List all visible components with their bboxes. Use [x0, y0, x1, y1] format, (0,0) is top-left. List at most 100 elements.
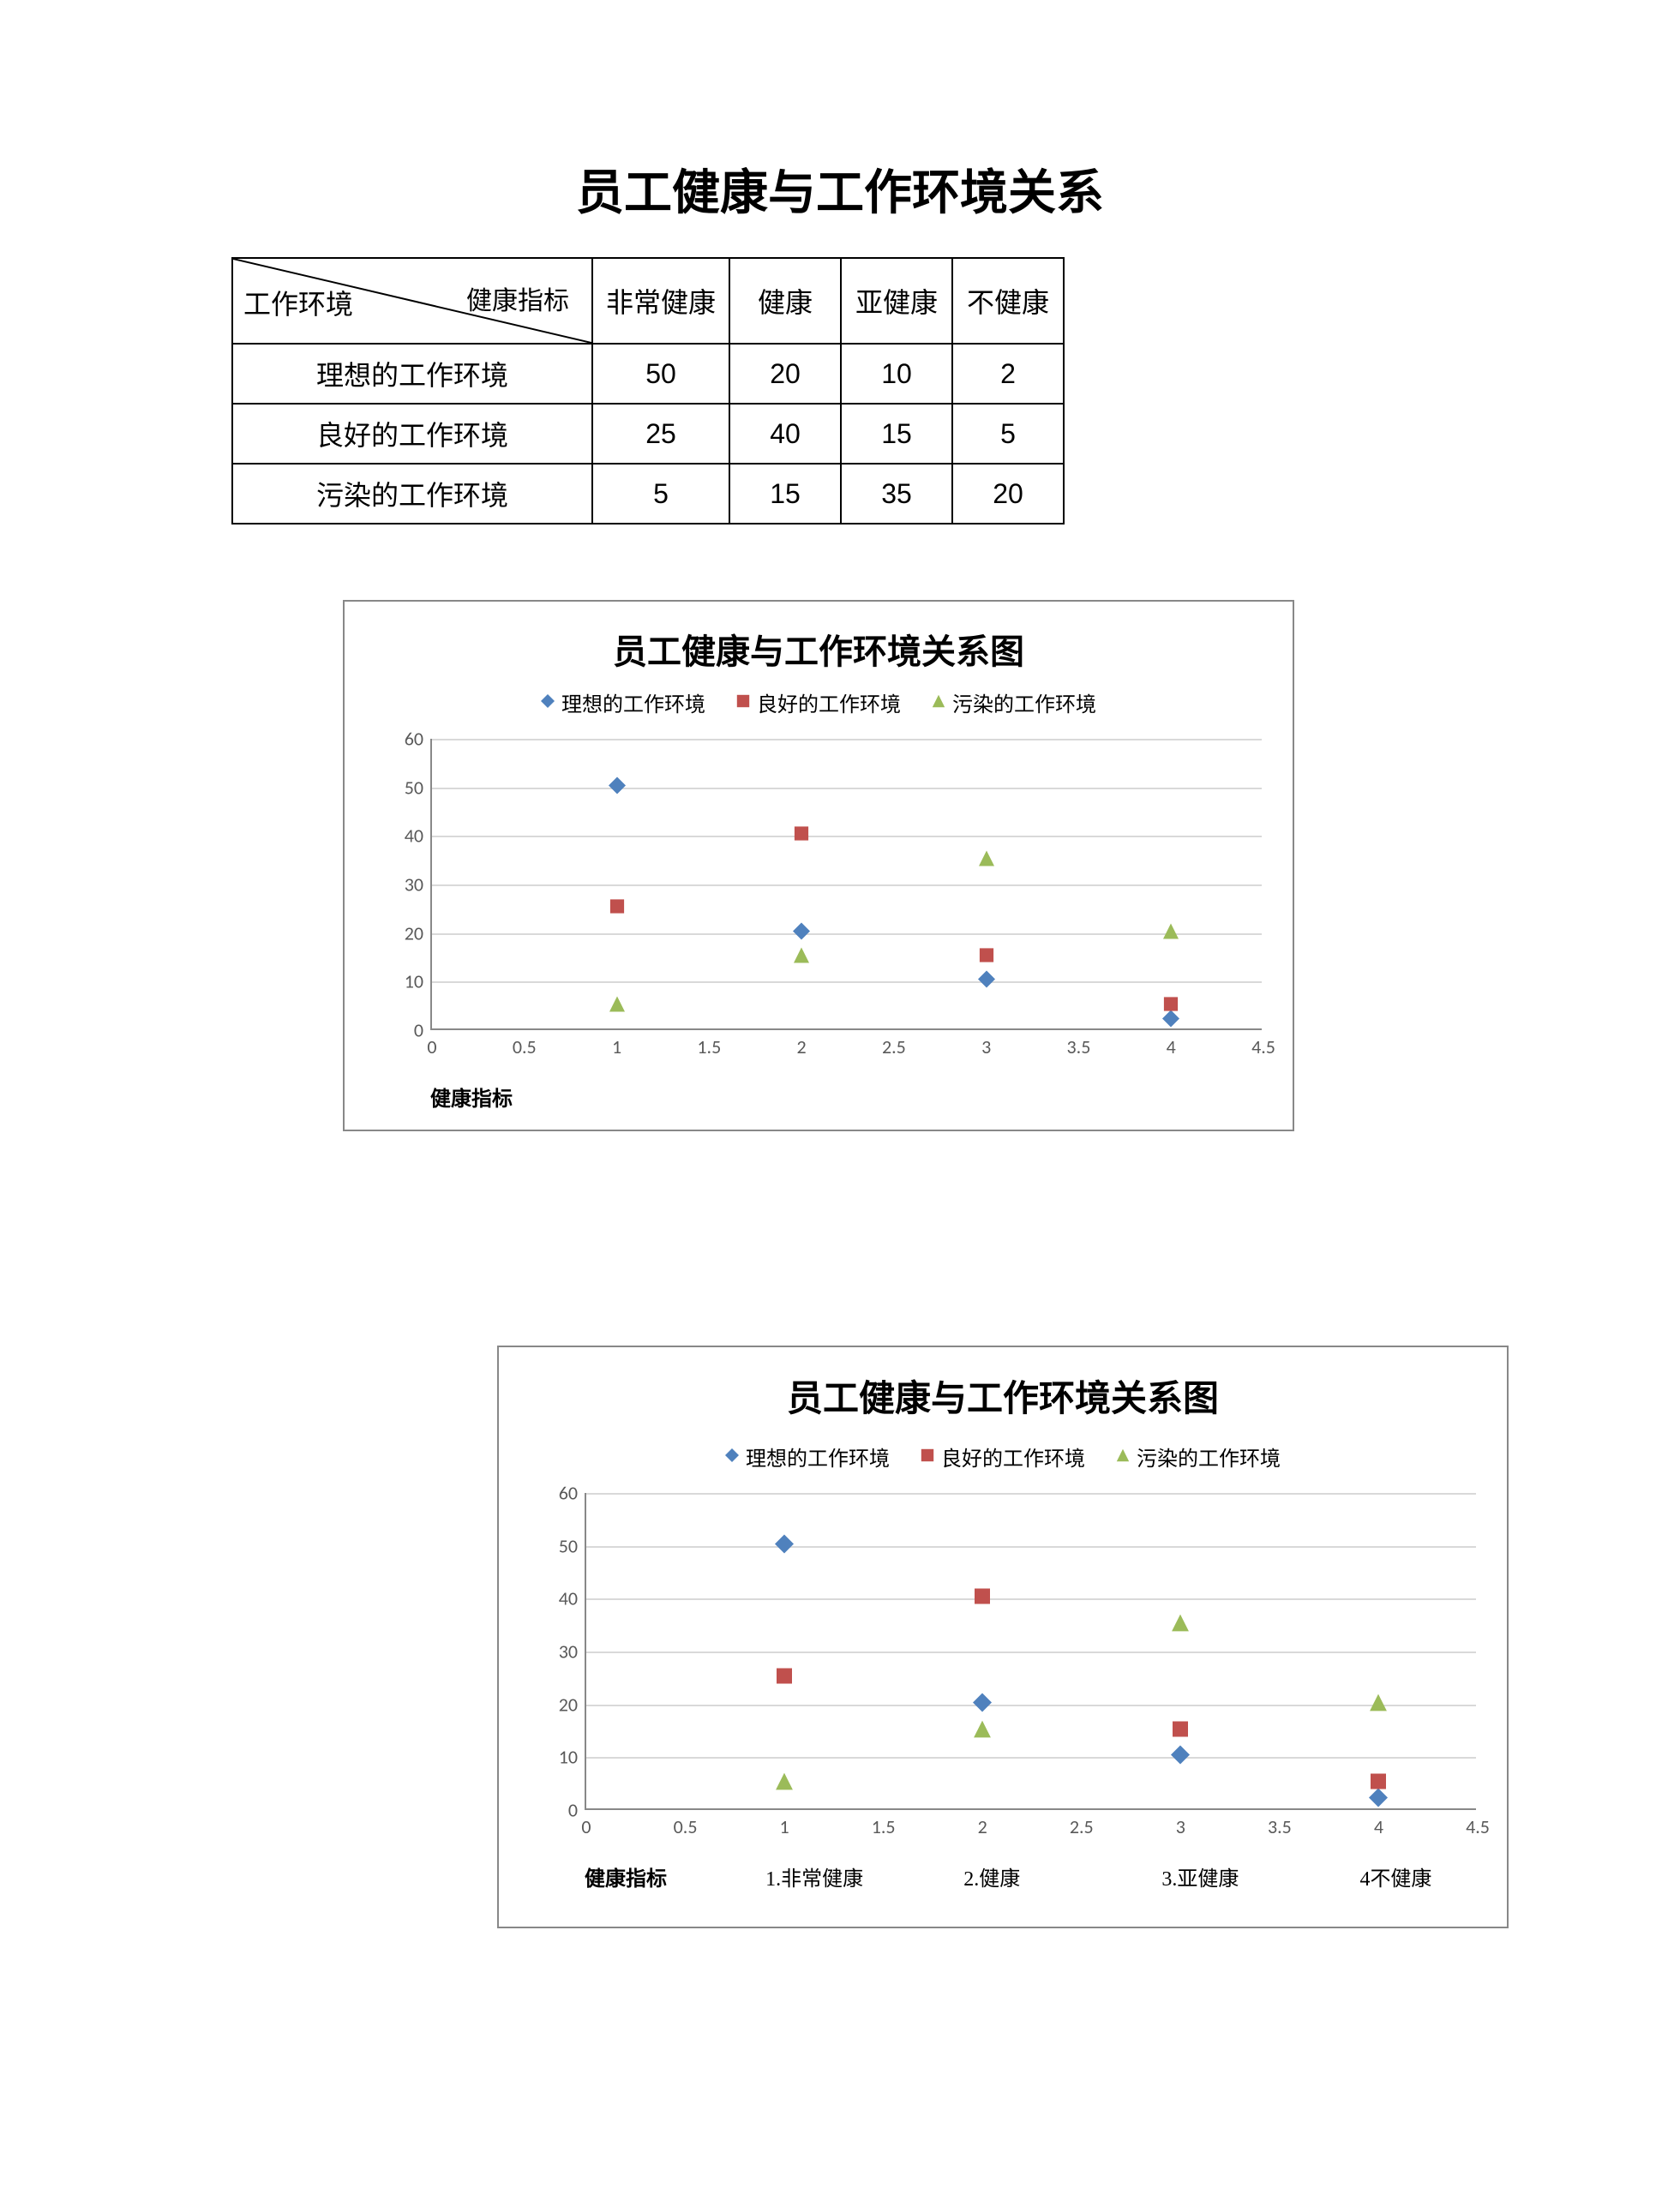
- x-tick-label: 4.5: [1251, 1028, 1275, 1058]
- legend-item: 良好的工作环境: [736, 687, 901, 717]
- legend-label: 理想的工作环境: [561, 687, 705, 717]
- table-cell: 35: [841, 464, 952, 524]
- legend-item: 污染的工作环境: [932, 687, 1096, 717]
- data-point: [973, 1693, 992, 1716]
- col-header: 非常健康: [592, 258, 729, 344]
- table-cell: 15: [729, 464, 841, 524]
- legend-item: 理想的工作环境: [725, 1442, 890, 1472]
- data-point: [609, 995, 626, 1016]
- legend-label: 理想的工作环境: [746, 1442, 890, 1472]
- data-point: [1370, 1773, 1387, 1795]
- x-tick-label: 4: [1167, 1028, 1176, 1058]
- row-header: 良好的工作环境: [232, 404, 592, 464]
- table-row: 污染的工作环境 5 15 35 20: [232, 464, 1064, 524]
- y-tick-label: 40: [405, 824, 432, 848]
- x-tick-label: 0.5: [513, 1028, 537, 1058]
- gridline: [586, 1493, 1476, 1495]
- table-cell: 5: [952, 404, 1064, 464]
- y-tick-label: 10: [405, 970, 432, 993]
- y-tick-label: 60: [559, 1482, 586, 1505]
- col-header: 不健康: [952, 258, 1064, 344]
- data-point: [1171, 1746, 1190, 1769]
- gridline: [432, 788, 1262, 789]
- gridline: [432, 739, 1262, 740]
- x-tick-label: 1: [780, 1808, 789, 1838]
- data-point: [1171, 1614, 1190, 1637]
- legend-item: 良好的工作环境: [921, 1442, 1085, 1472]
- x-tick-label: 2: [978, 1808, 987, 1838]
- legend-label: 良好的工作环境: [941, 1442, 1085, 1472]
- data-point: [978, 849, 995, 871]
- page-title: 员工健康与工作环境关系: [0, 154, 1680, 224]
- x-tick-label: 1.5: [872, 1808, 896, 1838]
- x-tick-label: 3: [981, 1028, 991, 1058]
- y-tick-label: 50: [405, 776, 432, 799]
- x-tick-label: 2.5: [882, 1028, 906, 1058]
- data-point: [979, 948, 994, 968]
- y-tick-label: 30: [405, 873, 432, 896]
- x-tick-label: 0: [427, 1028, 436, 1058]
- gridline: [432, 981, 1262, 983]
- y-tick-label: 10: [559, 1746, 586, 1769]
- y-tick-label: 30: [559, 1640, 586, 1663]
- data-table: 工作环境 健康指标 非常健康 健康 亚健康 不健康 理想的工作环境 50 20 …: [231, 257, 1065, 525]
- gridline: [432, 933, 1262, 935]
- table-cell: 5: [592, 464, 729, 524]
- table-corner-cell: 工作环境 健康指标: [232, 258, 592, 344]
- gridline: [586, 1598, 1476, 1600]
- chart-title: 员工健康与工作环境关系图: [345, 624, 1293, 674]
- x-tick-label: 1.5: [697, 1028, 721, 1058]
- gridline: [432, 836, 1262, 837]
- data-point: [793, 922, 810, 944]
- gridline: [586, 1546, 1476, 1548]
- chart-legend: 理想的工作环境 良好的工作环境 污染的工作环境: [499, 1442, 1507, 1472]
- x-tick-label: 1: [612, 1028, 621, 1058]
- y-tick-label: 20: [405, 921, 432, 944]
- x-axis-label: 健康指标: [430, 1082, 513, 1112]
- gridline: [586, 1651, 1476, 1653]
- x-tick-label: 4.5: [1466, 1808, 1490, 1838]
- y-tick-label: 40: [559, 1587, 586, 1610]
- x-tick-label: 3: [1176, 1808, 1185, 1838]
- gridline: [586, 1757, 1476, 1759]
- data-point: [978, 971, 995, 992]
- plot-area: 010203040506000.511.522.533.544.5: [585, 1493, 1476, 1810]
- col-header: 亚健康: [841, 258, 952, 344]
- x-tick-label: 0.5: [674, 1808, 698, 1838]
- table-cell: 15: [841, 404, 952, 464]
- corner-col-label: 健康指标: [466, 279, 569, 317]
- data-point: [974, 1588, 991, 1610]
- col-header: 健康: [729, 258, 841, 344]
- chart-1: 员工健康与工作环境关系图理想的工作环境良好的工作环境污染的工作环境0102030…: [343, 600, 1294, 1131]
- gridline: [432, 884, 1262, 886]
- x-tick-label: 2: [797, 1028, 807, 1058]
- legend-label: 污染的工作环境: [952, 687, 1096, 717]
- table-cell: 10: [841, 344, 952, 404]
- table-cell: 2: [952, 344, 1064, 404]
- data-point: [1172, 1720, 1189, 1741]
- chart-title: 员工健康与工作环境关系图: [499, 1370, 1507, 1422]
- legend-item: 污染的工作环境: [1116, 1442, 1281, 1472]
- table-row: 良好的工作环境 25 40 15 5: [232, 404, 1064, 464]
- data-point: [794, 826, 809, 846]
- table-row: 理想的工作环境 50 20 10 2: [232, 344, 1064, 404]
- row-header: 污染的工作环境: [232, 464, 592, 524]
- data-point: [609, 776, 626, 798]
- table-cell: 20: [952, 464, 1064, 524]
- plot-area: 010203040506000.511.522.533.544.5: [430, 739, 1262, 1030]
- y-tick-label: 60: [405, 728, 432, 751]
- x-tick-label: 3.5: [1067, 1028, 1091, 1058]
- x-axis-label: 健康指标: [585, 1861, 667, 1891]
- legend-label: 污染的工作环境: [1137, 1442, 1281, 1472]
- data-point: [775, 1534, 794, 1557]
- chart-legend: 理想的工作环境 良好的工作环境 污染的工作环境: [345, 687, 1293, 717]
- table-header-row: 工作环境 健康指标 非常健康 健康 亚健康 不健康: [232, 258, 1064, 344]
- data-point: [1162, 922, 1179, 944]
- table-cell: 50: [592, 344, 729, 404]
- legend-item: 理想的工作环境: [541, 687, 705, 717]
- table-cell: 20: [729, 344, 841, 404]
- chart-2: 员工健康与工作环境关系图理想的工作环境 良好的工作环境 污染的工作环境 0102030…: [497, 1346, 1509, 1928]
- table-cell: 40: [729, 404, 841, 464]
- category-label: 2.健康: [963, 1861, 1020, 1891]
- data-point: [775, 1772, 794, 1795]
